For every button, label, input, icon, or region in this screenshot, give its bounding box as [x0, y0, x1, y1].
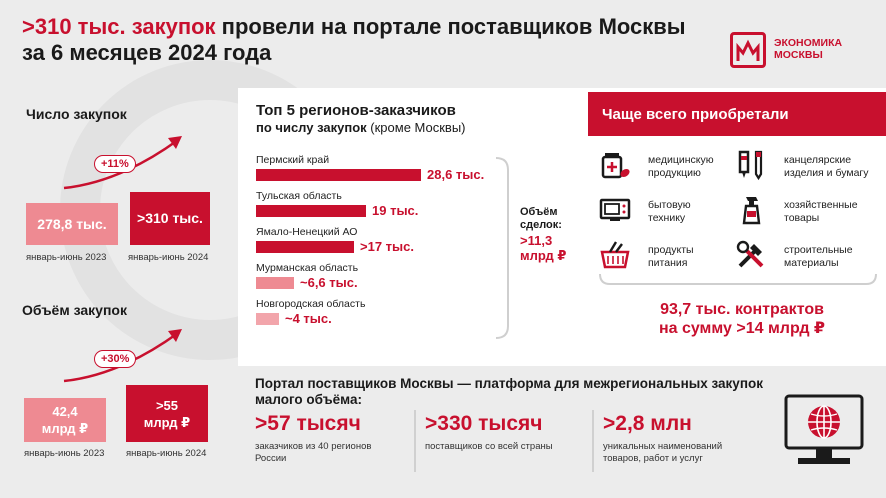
- category-label: хозяйственные товары: [784, 199, 858, 224]
- stat-items-value: >2,8 млн: [603, 412, 692, 435]
- category-label: медицинскую продукцию: [648, 154, 714, 179]
- region-value-label: >17 тыс.: [360, 239, 414, 254]
- purchases-volume-2024-box: >55 млрд ₽: [126, 385, 208, 442]
- stat-items-desc: уникальных наименований товаров, работ и…: [603, 441, 723, 464]
- category-label: бытовую технику: [648, 199, 691, 224]
- often-bought-grid: медицинскую продукцию канцелярские изделия …: [598, 148, 886, 278]
- purchases-volume-heading: Объём закупок: [22, 302, 127, 318]
- computer-globe-icon: [784, 394, 864, 464]
- purchases-volume-growth-badge: +30%: [94, 350, 137, 368]
- region-bar: [256, 241, 354, 253]
- region-value-label: 28,6 тыс.: [427, 167, 485, 182]
- purchases-count-heading: Число закупок: [26, 106, 127, 122]
- region-bar: [256, 169, 421, 181]
- purchases-volume-2024-label: январь-июнь 2024: [126, 448, 207, 459]
- region-name: Тульская область: [256, 190, 342, 202]
- regions-bar-chart: Пермский край 28,6 тыс. Тульская область 19…: [256, 154, 506, 334]
- region-bar: [256, 277, 294, 289]
- category-label: строительные материалы: [784, 244, 853, 269]
- bracket-decoration: [599, 273, 877, 285]
- region-name: Новгородская область: [256, 298, 366, 310]
- logo-icon: [730, 32, 766, 68]
- divider: [414, 410, 416, 472]
- region-bar: [256, 205, 366, 217]
- purchases-count-2024-box: >310 тыс.: [130, 192, 210, 245]
- spray-bottle-icon: [734, 193, 768, 232]
- purchases-count-2023-label: январь-июнь 2023: [26, 252, 107, 263]
- category-label: продукты питания: [648, 244, 694, 269]
- chart-title: Топ 5 регионов-заказчиков по числу закуп…: [256, 102, 466, 135]
- stat-suppliers-value: >330 тысяч: [425, 412, 543, 435]
- purchases-count-2024-label: январь-июнь 2024: [128, 252, 209, 263]
- bracket-decoration: [495, 157, 509, 339]
- logo-text: ЭКОНОМИКА МОСКВЫ: [774, 37, 843, 61]
- appliance-icon: [598, 193, 632, 232]
- purchases-volume-2023-label: январь-июнь 2023: [24, 448, 105, 459]
- stat-suppliers-desc: поставщиков со всей страны: [425, 441, 553, 452]
- grocery-basket-icon: [598, 238, 632, 277]
- region-name: Пермский край: [256, 154, 330, 166]
- stat-customers-value: >57 тысяч: [255, 412, 361, 435]
- purchases-count-2023-box: 278,8 тыс.: [26, 203, 118, 245]
- purchases-volume-2023-box: 42,4 млрд ₽: [24, 398, 106, 442]
- region-value-label: ~6,6 тыс.: [300, 275, 358, 290]
- region-name: Мурманская область: [256, 262, 359, 274]
- category-label: канцелярские изделия и бумагу: [784, 154, 869, 179]
- deal-volume-value: >11,3 млрд ₽: [520, 233, 567, 263]
- stat-customers-desc: заказчиков из 40 регионов России: [255, 441, 372, 464]
- growth-arrow-icon: [63, 136, 182, 190]
- region-value-label: ~4 тыс.: [285, 311, 332, 326]
- medicine-icon: [598, 148, 632, 187]
- region-bar: [256, 313, 279, 325]
- deal-volume-label: Объём сделок:: [520, 206, 562, 231]
- platform-heading: Портал поставщиков Москвы — платформа дл…: [255, 376, 763, 407]
- divider: [592, 410, 594, 472]
- region-value-label: 19 тыс.: [372, 203, 419, 218]
- tools-icon: [734, 238, 768, 277]
- stationery-icon: [734, 148, 768, 187]
- region-name: Ямало-Ненецкий АО: [256, 226, 358, 238]
- contracts-summary: 93,7 тыс. контрактов на сумму >14 млрд ₽: [658, 301, 826, 337]
- purchases-count-growth-badge: +11%: [94, 155, 136, 173]
- page-title: >310 тыс. закупок провели на портале пос…: [22, 14, 686, 65]
- often-bought-heading: Чаще всего приобретали: [588, 92, 886, 136]
